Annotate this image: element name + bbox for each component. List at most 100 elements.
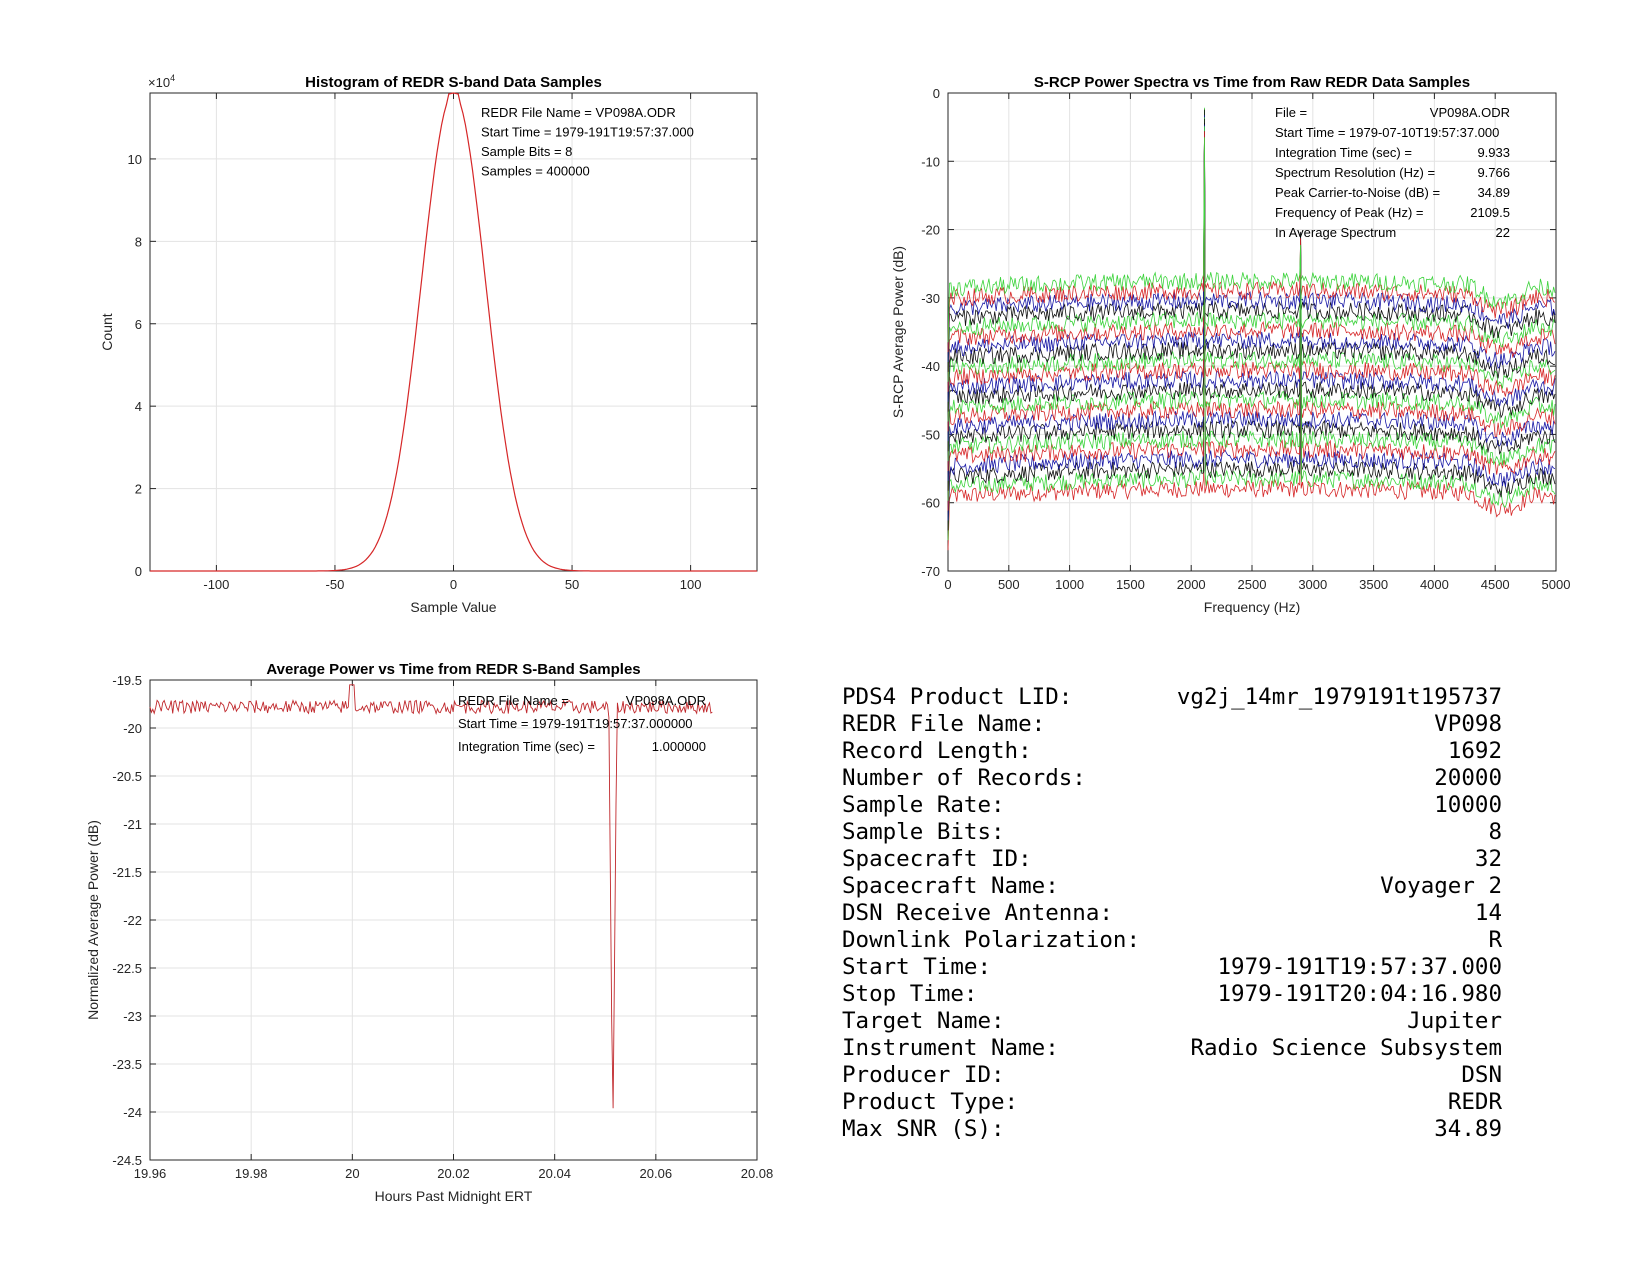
info-value: Jupiter bbox=[1407, 1008, 1502, 1034]
info-value: 10000 bbox=[1434, 792, 1502, 818]
y-tick-label: -24.5 bbox=[112, 1153, 142, 1168]
info-row: Product Type: REDR bbox=[842, 1089, 1502, 1116]
info-label: Spacecraft Name: bbox=[842, 873, 1059, 899]
x-tick-label: 1500 bbox=[1116, 577, 1145, 592]
info-value: vg2j_14mr_1979191t195737 bbox=[1176, 684, 1502, 710]
info-value: VP098 bbox=[1434, 711, 1502, 737]
y-tick-label: -23 bbox=[123, 1009, 142, 1024]
info-row: Instrument Name: Radio Science Subsystem bbox=[842, 1035, 1502, 1062]
chart-title: S-RCP Power Spectra vs Time from Raw RED… bbox=[1034, 74, 1470, 91]
x-tick-label: 4000 bbox=[1420, 577, 1449, 592]
info-row: DSN Receive Antenna: 14 bbox=[842, 900, 1502, 927]
x-tick-label: 19.98 bbox=[235, 1166, 268, 1181]
spectrum-series-line bbox=[947, 124, 1556, 479]
y-tick-label: -22 bbox=[123, 913, 142, 928]
spectrum-series-line bbox=[947, 107, 1556, 541]
product-info-table: PDS4 Product LID: vg2j_14mr_1979191t19573… bbox=[842, 684, 1502, 1143]
x-tick-label: 5000 bbox=[1542, 577, 1571, 592]
x-tick-label: 500 bbox=[998, 577, 1020, 592]
info-row: Stop Time: 1979-191T20:04:16.980 bbox=[842, 981, 1502, 1008]
x-tick-label: 0 bbox=[450, 577, 457, 592]
spectrum-series-line bbox=[947, 131, 1556, 481]
spectrum-series-line bbox=[947, 113, 1556, 501]
y-tick-label: -24 bbox=[123, 1105, 142, 1120]
spectrum-series-line bbox=[947, 137, 1556, 483]
info-label: Sample Bits: bbox=[842, 819, 1005, 845]
y-tick-label: -60 bbox=[921, 496, 940, 511]
x-tick-label: 0 bbox=[944, 577, 951, 592]
y-tick-label: 10 bbox=[128, 152, 142, 167]
info-label: Max SNR (S): bbox=[842, 1116, 1005, 1142]
chart-title: Histogram of REDR S-band Data Samples bbox=[305, 74, 602, 91]
y-tick-label: 0 bbox=[135, 564, 142, 579]
spectra-annotation-value: VP098A.ODR bbox=[1430, 105, 1510, 120]
y-tick-label: -70 bbox=[921, 564, 940, 579]
x-tick-label: 1000 bbox=[1055, 577, 1084, 592]
info-label: Product Type: bbox=[842, 1089, 1019, 1115]
x-tick-label: 20.04 bbox=[538, 1166, 571, 1181]
spectrum-series-line bbox=[947, 127, 1556, 477]
x-tick-label: 2000 bbox=[1177, 577, 1206, 592]
info-value: 1692 bbox=[1447, 738, 1502, 764]
spectrum-series-line bbox=[947, 113, 1556, 511]
y-tick-label: -21.5 bbox=[112, 865, 142, 880]
info-value: Radio Science Subsystem bbox=[1190, 1035, 1502, 1061]
x-axis-label: Frequency (Hz) bbox=[1204, 599, 1300, 615]
spectrum-series-line bbox=[947, 131, 1556, 482]
info-value: 32 bbox=[1474, 846, 1502, 872]
y-exponent-label: ×104 bbox=[148, 73, 175, 90]
spectrum-series-line bbox=[947, 134, 1556, 481]
power-annotation-label: Start Time = 1979-191T19:57:37.000000 bbox=[458, 716, 693, 731]
spectra-annotation-value: 34.89 bbox=[1477, 185, 1510, 200]
spectrum-series-line bbox=[947, 115, 1556, 481]
x-tick-label: 20.02 bbox=[437, 1166, 470, 1181]
info-value: REDR bbox=[1447, 1089, 1502, 1115]
info-label: Spacecraft ID: bbox=[842, 846, 1032, 872]
y-axis-label: Count bbox=[99, 313, 115, 350]
y-tick-label: 2 bbox=[135, 482, 142, 497]
y-tick-label: -20 bbox=[123, 721, 142, 736]
info-row: Producer ID: DSN bbox=[842, 1062, 1502, 1089]
x-tick-label: 20 bbox=[345, 1166, 359, 1181]
spectrum-series-line bbox=[947, 118, 1556, 521]
info-row: Number of Records: 20000 bbox=[842, 765, 1502, 792]
y-tick-label: -20 bbox=[921, 223, 940, 238]
y-axis-label: Normalized Average Power (dB) bbox=[85, 820, 101, 1020]
spectra-annotation-label: File = bbox=[1275, 105, 1307, 120]
histogram-annotation: Start Time = 1979-191T19:57:37.000 bbox=[481, 125, 694, 140]
histogram-annotation: Samples = 400000 bbox=[481, 164, 590, 179]
spectra-annotation-value: 9.933 bbox=[1477, 145, 1510, 160]
x-tick-label: 50 bbox=[565, 577, 579, 592]
info-row: Sample Rate: 10000 bbox=[842, 792, 1502, 819]
x-tick-label: 19.96 bbox=[134, 1166, 167, 1181]
info-label: Number of Records: bbox=[842, 765, 1086, 791]
x-tick-label: 20.06 bbox=[640, 1166, 673, 1181]
x-tick-label: 3000 bbox=[1298, 577, 1327, 592]
histogram-series-line bbox=[150, 92, 757, 572]
spectra-annotation-label: Integration Time (sec) = bbox=[1275, 145, 1412, 160]
y-tick-label: 6 bbox=[135, 317, 142, 332]
info-value: 20000 bbox=[1434, 765, 1502, 791]
info-label: Sample Rate: bbox=[842, 792, 1005, 818]
spectrum-series-line bbox=[947, 117, 1556, 475]
power-annotation-label: Integration Time (sec) = bbox=[458, 739, 595, 754]
chart-title: Average Power vs Time from REDR S-Band S… bbox=[266, 661, 640, 678]
info-value: 1979-191T20:04:16.980 bbox=[1217, 981, 1502, 1007]
x-tick-label: 20.08 bbox=[741, 1166, 774, 1181]
histogram-annotation: REDR File Name = VP098A.ODR bbox=[481, 105, 676, 120]
info-value: 14 bbox=[1474, 900, 1502, 926]
info-row: Start Time: 1979-191T19:57:37.000 bbox=[842, 954, 1502, 981]
info-value: DSN bbox=[1461, 1062, 1502, 1088]
info-row: Sample Bits: 8 bbox=[842, 819, 1502, 846]
info-label: Producer ID: bbox=[842, 1062, 1005, 1088]
y-tick-label: -20.5 bbox=[112, 769, 142, 784]
power-chart: 19.96 19.98 20 20.02 20.04 20.06 20.08 -24.5 -24… bbox=[85, 661, 773, 1204]
spectrum-series-line bbox=[947, 118, 1556, 475]
info-value: 34.89 bbox=[1434, 1116, 1502, 1142]
y-exponent-power: 4 bbox=[170, 73, 175, 83]
x-axis-label: Hours Past Midnight ERT bbox=[375, 1188, 533, 1204]
spectrum-series-line bbox=[947, 108, 1556, 551]
spectrum-series-line bbox=[947, 109, 1556, 531]
spectra-annotation-label: In Average Spectrum bbox=[1275, 225, 1396, 240]
spectra-chart: 0 500 1000 1500 2000 2500 3000 3500 4000 4500 5000… bbox=[890, 74, 1570, 615]
